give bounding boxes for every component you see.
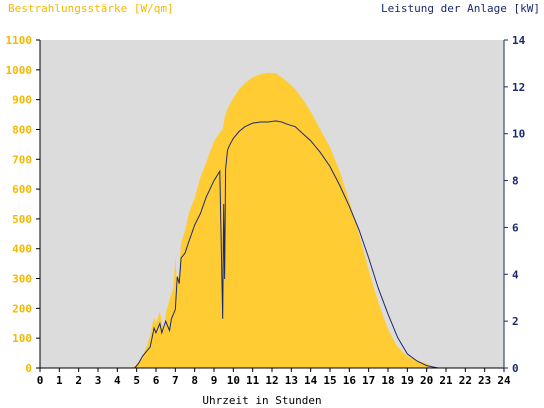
- x-tick-label: 15: [323, 374, 336, 387]
- x-tick-label: 8: [191, 374, 198, 387]
- left-tick-label: 100: [12, 332, 32, 345]
- right-tick-label: 8: [512, 175, 519, 188]
- left-tick-label: 300: [12, 273, 32, 286]
- x-tick-label: 10: [227, 374, 240, 387]
- right-tick-label: 0: [512, 362, 519, 375]
- x-tick-label: 20: [420, 374, 433, 387]
- x-tick-label: 5: [133, 374, 140, 387]
- right-axis-title: Leistung der Anlage [kW]: [381, 2, 540, 15]
- left-tick-label: 900: [12, 94, 32, 107]
- left-tick-label: 400: [12, 243, 32, 256]
- x-tick-label: 3: [95, 374, 102, 387]
- right-tick-label: 12: [512, 81, 525, 94]
- left-tick-label: 1000: [6, 64, 33, 77]
- power-line-layer: [40, 120, 504, 369]
- left-tick-label: 500: [12, 213, 32, 226]
- x-tick-label: 12: [265, 374, 278, 387]
- left-tick-label: 200: [12, 302, 32, 315]
- right-tick-label: 10: [512, 128, 525, 141]
- right-tick-label: 4: [512, 268, 519, 281]
- x-tick-label: 0: [37, 374, 44, 387]
- x-axis-title: Uhrzeit in Stunden: [202, 394, 321, 407]
- left-tick-label: 600: [12, 183, 32, 196]
- left-axis-title: Bestrahlungsstärke [W/qm]: [8, 2, 174, 15]
- right-tick-label: 6: [512, 221, 519, 234]
- x-tick-label: 18: [381, 374, 394, 387]
- x-tick-label: 21: [439, 374, 453, 387]
- left-tick-label: 0: [25, 362, 32, 375]
- left-tick-label: 800: [12, 123, 32, 136]
- irradiance-area: [40, 72, 504, 369]
- x-tick-label: 14: [304, 374, 318, 387]
- x-tick-label: 13: [285, 374, 298, 387]
- ticks-layer: 0 1 2 3 4 5 6 7 8 9 10 11 12 13 14 15 16 17 18 19 20 21 22 23 24…: [6, 34, 526, 387]
- left-tick-label: 1100: [6, 34, 33, 47]
- right-tick-label: 2: [512, 315, 519, 328]
- x-tick-label: 1: [56, 374, 63, 387]
- x-tick-label: 7: [172, 374, 179, 387]
- x-tick-label: 11: [246, 374, 260, 387]
- right-tick-label: 14: [512, 34, 526, 47]
- power-line: [40, 120, 504, 369]
- x-tick-label: 24: [497, 374, 511, 387]
- x-tick-label: 9: [211, 374, 218, 387]
- x-tick-label: 22: [459, 374, 472, 387]
- x-tick-label: 6: [153, 374, 160, 387]
- x-tick-label: 17: [362, 374, 375, 387]
- left-tick-label: 700: [12, 153, 32, 166]
- x-tick-label: 19: [401, 374, 414, 387]
- x-tick-label: 23: [478, 374, 491, 387]
- x-tick-label: 2: [75, 374, 82, 387]
- irradiance-area-layer: [40, 72, 504, 369]
- x-tick-label: 16: [343, 374, 357, 387]
- x-tick-label: 4: [114, 374, 121, 387]
